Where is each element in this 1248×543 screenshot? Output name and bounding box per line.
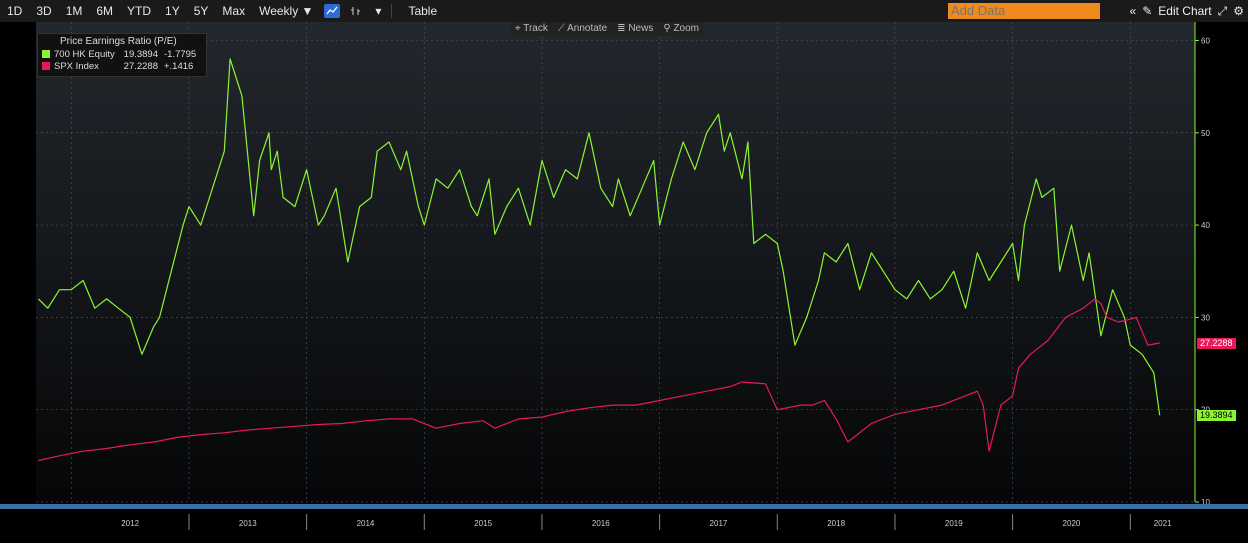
range-6m-button[interactable]: 6M [96,4,114,18]
tencent-last-value-label: 19.3894 [1197,410,1236,422]
tencent-pe-line[interactable] [37,58,1161,416]
legend-row-tencent[interactable]: 700 HK Equity 19.3894 -1.7795 [42,48,202,60]
pe-ratio-chart[interactable]: 10 20 30 40 50 60 2012 2013 2014 2015 2016 2017 2018… [0,22,1248,538]
x-tick-label: 2018 [827,519,845,528]
x-tick-label: 2016 [592,519,610,528]
chart-type-dropdown[interactable]: ▾ [375,4,382,18]
legend-series-name: 700 HK Equity [54,48,115,60]
range-3d-button[interactable]: 3D [36,4,52,18]
y-tick-label: 10 [1201,498,1210,507]
zoom-tool[interactable]: ⚲ Zoom [663,23,700,34]
y-tick-label: 50 [1201,129,1210,138]
x-tick-label: 2019 [945,519,963,528]
x-tick-label: 2012 [121,519,139,528]
x-axis-band [0,504,1248,509]
zoom-label: Zoom [673,23,700,34]
news-tool[interactable]: ≣ News [617,23,654,34]
news-label: News [628,23,654,34]
range-5y-button[interactable]: 5Y [193,4,209,18]
x-tick-label: 2017 [710,519,728,528]
y-tick-label: 60 [1201,36,1210,45]
legend-swatch-tencent [42,50,50,58]
x-tick-label: 2013 [239,519,257,528]
gear-icon[interactable]: ⚙ [1233,4,1244,18]
range-ytd-button[interactable]: YTD [127,4,152,18]
plot-background [36,22,1195,502]
legend-last-value: 27.2288 [123,60,158,72]
y-tick-label: 20 [1201,406,1210,415]
range-1m-button[interactable]: 1M [65,4,83,18]
bar-chart-icon[interactable] [348,4,364,18]
expand-icon[interactable]: ⤢ [1217,3,1228,18]
chart-area: 10 20 30 40 50 60 2012 2013 2014 2015 2016 2017 2018… [0,22,1248,538]
y-tick-label: 30 [1201,313,1210,322]
x-tick-label: 2014 [357,519,375,528]
add-data-input[interactable] [948,3,1100,19]
spx-pe-line[interactable] [38,298,1160,462]
legend-title: Price Earnings Ratio (P/E) [60,36,177,47]
x-tick-label: 2015 [474,519,492,528]
legend-change-value: +.1416 [164,60,194,72]
spx-last-value-label: 27.2288 [1197,337,1236,349]
legend-change-value: -1.7795 [164,48,197,60]
line-chart-icon[interactable] [324,4,341,18]
annotate-label: Annotate [567,23,608,34]
table-button[interactable]: Table [408,4,438,18]
y-tick-label: 40 [1201,221,1210,230]
collapse-icon[interactable]: « [1129,4,1137,18]
pencil-icon[interactable]: ✎ [1142,4,1153,18]
toolbar-divider [391,4,393,18]
annotate-tool[interactable]: ⟋ Annotate [557,23,608,34]
chart-toolbar: 1D 3D 1M 6M YTD 1Y 5Y Max Weekly ▼ ▾ Tab… [0,0,1248,23]
track-tool[interactable]: ⌖ Track [515,23,548,34]
legend-row-spx[interactable]: SPX Index 27.2288 +.1416 [42,60,202,72]
legend-last-value: 19.3894 [123,48,158,60]
legend-swatch-spx [42,62,50,70]
track-label: Track [523,23,548,34]
range-1d-button[interactable]: 1D [7,4,23,18]
edit-chart-button[interactable]: Edit Chart [1158,4,1212,18]
range-max-button[interactable]: Max [222,4,246,18]
x-tick-label: 2020 [1063,519,1081,528]
chart-tools-bar: ⌖ Track ⟋ Annotate ≣ News ⚲ Zoom [511,22,704,35]
x-tick-label: 2021 [1154,519,1172,528]
range-1y-button[interactable]: 1Y [165,4,180,18]
legend-series-name: SPX Index [54,60,99,72]
chart-right-tools: « ✎ Edit Chart ⤢ ⚙ [1130,0,1244,22]
chart-legend[interactable]: Price Earnings Ratio (P/E) 700 HK Equity… [37,33,207,77]
frequency-select[interactable]: Weekly ▼ [259,4,314,18]
